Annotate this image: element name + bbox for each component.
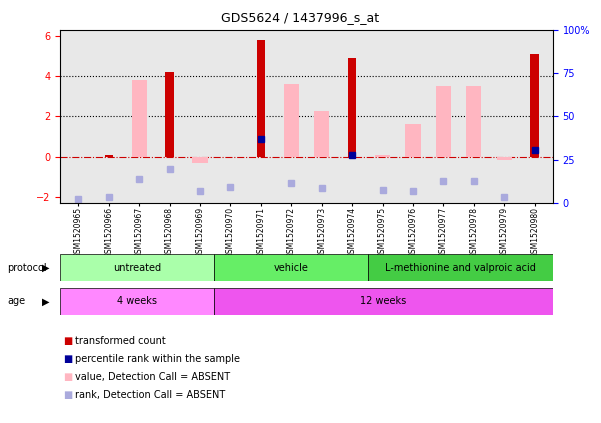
Text: protocol: protocol bbox=[7, 263, 47, 272]
Text: age: age bbox=[7, 297, 25, 306]
Text: ■: ■ bbox=[63, 390, 72, 400]
Bar bbox=[348, 58, 356, 157]
Text: ■: ■ bbox=[63, 354, 72, 364]
Text: vehicle: vehicle bbox=[273, 263, 308, 272]
Bar bbox=[214, 288, 553, 315]
Bar bbox=[368, 254, 553, 281]
Bar bbox=[375, 155, 390, 157]
Bar bbox=[165, 72, 174, 157]
Bar bbox=[192, 157, 207, 163]
Text: ▶: ▶ bbox=[43, 263, 50, 272]
Text: ■: ■ bbox=[63, 372, 72, 382]
Bar bbox=[60, 254, 214, 281]
Text: ▶: ▶ bbox=[43, 297, 50, 306]
Text: rank, Detection Call = ABSENT: rank, Detection Call = ABSENT bbox=[75, 390, 225, 400]
Bar bbox=[132, 80, 147, 157]
Text: 4 weeks: 4 weeks bbox=[117, 297, 157, 306]
Text: transformed count: transformed count bbox=[75, 335, 166, 346]
Bar bbox=[406, 124, 421, 157]
Bar bbox=[496, 157, 512, 160]
Bar bbox=[257, 40, 265, 157]
Bar bbox=[105, 155, 113, 157]
Bar bbox=[436, 86, 451, 157]
Text: untreated: untreated bbox=[113, 263, 161, 272]
Text: ■: ■ bbox=[63, 335, 72, 346]
Text: 12 weeks: 12 weeks bbox=[361, 297, 407, 306]
Bar bbox=[284, 84, 299, 157]
Bar bbox=[466, 86, 481, 157]
Bar bbox=[60, 288, 214, 315]
Text: value, Detection Call = ABSENT: value, Detection Call = ABSENT bbox=[75, 372, 230, 382]
Bar bbox=[214, 254, 368, 281]
Bar bbox=[314, 111, 329, 157]
Text: GDS5624 / 1437996_s_at: GDS5624 / 1437996_s_at bbox=[221, 11, 380, 24]
Text: L-methionine and valproic acid: L-methionine and valproic acid bbox=[385, 263, 536, 272]
Text: percentile rank within the sample: percentile rank within the sample bbox=[75, 354, 240, 364]
Bar bbox=[531, 54, 539, 157]
